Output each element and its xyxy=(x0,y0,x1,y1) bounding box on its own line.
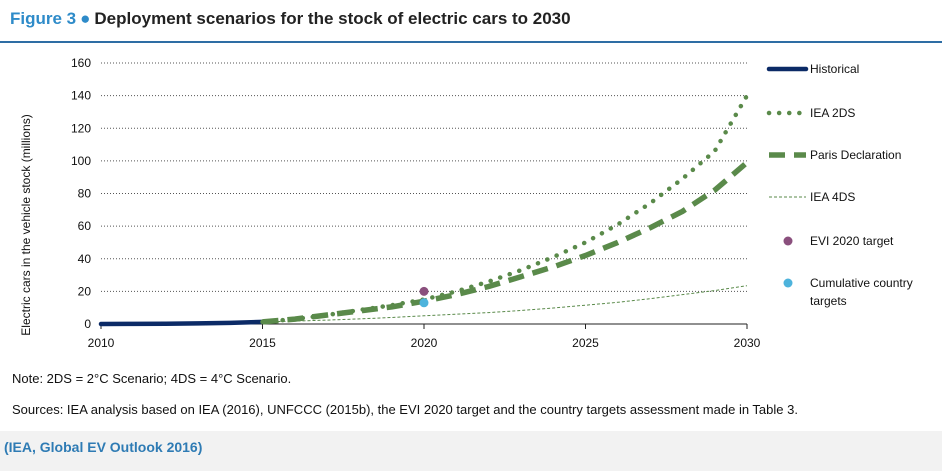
y-tick-label-0: 0 xyxy=(84,317,91,331)
y-tick-label-60: 60 xyxy=(78,219,92,233)
y-tick-label-100: 100 xyxy=(71,154,91,168)
x-tick-label-2025: 2025 xyxy=(572,336,599,350)
y-tick-label-120: 120 xyxy=(71,121,91,135)
legend-label-iea-2ds: IEA 2DS xyxy=(810,106,855,120)
point-cumulative-country-targets xyxy=(419,298,429,308)
legend-swatch-evi-2020-target xyxy=(783,236,793,246)
footer: (IEA, Global EV Outlook 2016) xyxy=(0,431,942,471)
chart-note: Note: 2DS = 2°C Scenario; 4DS = 4°C Scen… xyxy=(12,371,292,386)
series-line-iea-4ds xyxy=(262,285,748,323)
x-tick-label-2020: 2020 xyxy=(411,336,438,350)
figure-number: Figure 3 xyxy=(10,9,77,28)
chart-sources: Sources: IEA analysis based on IEA (2016… xyxy=(12,402,798,417)
series-line-paris-declaration xyxy=(262,160,749,325)
figure-title: Figure 3 ● Deployment scenarios for the st… xyxy=(10,9,571,29)
point-evi-2020-target xyxy=(419,286,429,296)
y-axis-ticks: 0 20 40 60 80 100 120 140 160 xyxy=(71,56,91,331)
legend-label-paris-declaration: Paris Declaration xyxy=(810,148,901,162)
y-tick-label-20: 20 xyxy=(78,284,92,298)
legend: Historical IEA 2DS Paris Declaration IEA 4D… xyxy=(766,62,913,308)
series-line-iea-2ds xyxy=(260,93,750,325)
y-tick-label-40: 40 xyxy=(78,252,92,266)
legend-label-historical: Historical xyxy=(810,62,859,76)
y-tick-label-160: 160 xyxy=(71,56,91,70)
y-tick-label-80: 80 xyxy=(78,187,92,201)
legend-swatch-cumulative-country-targets xyxy=(783,278,793,288)
x-tick-label-2010: 2010 xyxy=(88,336,115,350)
series-lines xyxy=(98,93,750,327)
legend-label-cumulative-line1: Cumulative country xyxy=(810,276,913,290)
x-tick-label-2030: 2030 xyxy=(734,336,761,350)
x-axis-ticks: 2010 2015 2020 2025 2030 xyxy=(88,323,761,350)
legend-label-cumulative-line2: targets xyxy=(810,294,847,308)
series-line-historical xyxy=(98,319,265,327)
figure-title-text: Deployment scenarios for the stock of el… xyxy=(94,9,571,28)
figure-header: Figure 3 ● Deployment scenarios for the st… xyxy=(0,0,942,43)
y-tick-label-140: 140 xyxy=(71,89,91,103)
bullet-icon: ● xyxy=(80,9,91,28)
legend-label-evi-2020-target: EVI 2020 target xyxy=(810,234,894,248)
legend-label-iea-4ds: IEA 4DS xyxy=(810,190,855,204)
chart-area: 0 20 40 60 80 100 120 140 160 2010 2015 2020 2025 20… xyxy=(0,43,942,383)
x-tick-label-2015: 2015 xyxy=(249,336,276,350)
gridlines xyxy=(101,62,747,292)
footer-citation: (IEA, Global EV Outlook 2016) xyxy=(4,439,203,455)
y-axis-label: Electric cars in the vehicle stock (mill… xyxy=(19,114,33,335)
target-points xyxy=(419,286,429,308)
